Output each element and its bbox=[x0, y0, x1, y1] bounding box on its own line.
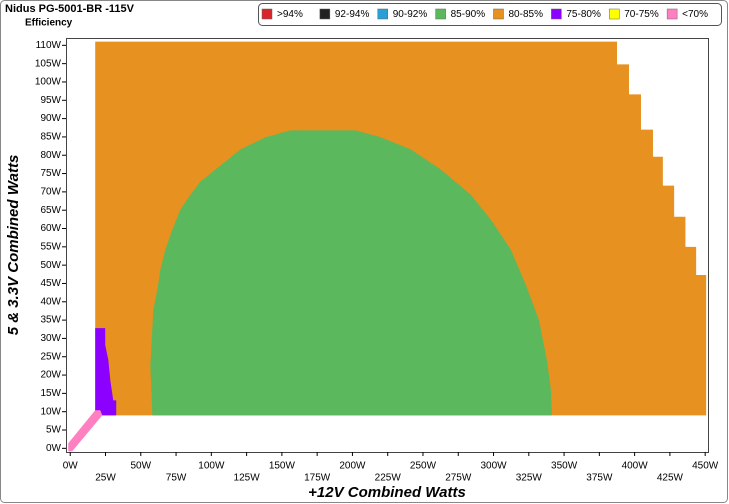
x-tick-label: 75W bbox=[166, 473, 187, 484]
x-tick-label: 300W bbox=[480, 461, 507, 472]
legend-swatch bbox=[493, 8, 504, 20]
x-tick-label: 0W bbox=[63, 461, 79, 472]
x-tick-label: 150W bbox=[269, 461, 296, 472]
plot-area: 0W 5W 10W 15W 20W 25W 30W 35W 40W 45W 50W 55W 60W 65W… bbox=[35, 38, 719, 484]
y-tick-label: 90W bbox=[40, 113, 61, 124]
y-tick-label: 65W bbox=[40, 205, 61, 216]
legend-label: 92-94% bbox=[335, 9, 370, 20]
legend-swatch bbox=[666, 8, 678, 20]
x-tick-label: 25W bbox=[95, 473, 116, 484]
y-tick-label: 10W bbox=[40, 406, 61, 417]
y-tick-label: 25W bbox=[40, 351, 61, 362]
y-tick-label: 20W bbox=[40, 370, 61, 381]
x-tick-label: 175W bbox=[304, 473, 331, 484]
legend-swatch bbox=[261, 8, 273, 20]
legend-swatch bbox=[319, 8, 331, 20]
y-tick-label: 35W bbox=[40, 315, 61, 326]
y-tick-label: 105W bbox=[35, 58, 62, 69]
y-tick-label: 30W bbox=[40, 333, 61, 344]
legend-label: <70% bbox=[682, 9, 708, 20]
x-tick-label: 125W bbox=[234, 473, 261, 484]
y-tick-label: 70W bbox=[40, 187, 61, 198]
y-tick-label: 0W bbox=[46, 443, 62, 454]
x-tick-label: 50W bbox=[131, 461, 152, 472]
legend-box bbox=[258, 3, 722, 26]
x-tick-label: 275W bbox=[445, 473, 472, 484]
y-tick-label: 40W bbox=[40, 296, 61, 307]
legend-label: >94% bbox=[277, 9, 303, 20]
legend-label: 70-75% bbox=[624, 9, 659, 20]
x-tick-label: 250W bbox=[410, 461, 437, 472]
legend-swatch bbox=[551, 8, 562, 20]
x-tick-label: 350W bbox=[551, 461, 578, 472]
legend-label: 90-92% bbox=[393, 9, 428, 20]
y-tick-label: 110W bbox=[36, 40, 62, 51]
y-axis-label: 5 & 3.3V Combined Watts bbox=[5, 155, 22, 336]
x-tick-label: 400W bbox=[622, 461, 649, 472]
legend: >94% 92-94% 90-92% 85-90% 80-85% 75-80% 70-75%… bbox=[261, 8, 708, 20]
y-tick-label: 95W bbox=[40, 95, 61, 106]
x-tick-label: 200W bbox=[339, 461, 366, 472]
x-axis-label: +12V Combined Watts bbox=[308, 484, 466, 501]
legend-swatch bbox=[435, 8, 446, 20]
y-tick-label: 45W bbox=[40, 278, 61, 289]
x-tick-label: 425W bbox=[657, 473, 684, 484]
efficiency-region bbox=[150, 130, 552, 416]
chart-title: Nidus PG-5001-BR -115V bbox=[5, 3, 135, 15]
legend-label: 75-80% bbox=[566, 9, 601, 20]
legend-label: 80-85% bbox=[509, 9, 544, 20]
y-tick-label: 60W bbox=[40, 223, 61, 234]
legend-label: 85-90% bbox=[451, 9, 486, 20]
efficiency-region bbox=[68, 410, 103, 452]
efficiency-region bbox=[95, 328, 117, 416]
y-tick-label: 100W bbox=[35, 77, 62, 88]
x-tick-label: 325W bbox=[516, 473, 543, 484]
legend-swatch bbox=[377, 8, 388, 20]
x-tick-label: 100W bbox=[198, 461, 225, 472]
y-tick-label: 55W bbox=[40, 241, 61, 252]
x-tick-label: 450W bbox=[692, 461, 719, 472]
x-tick-label: 225W bbox=[375, 473, 402, 484]
y-tick-label: 75W bbox=[40, 168, 61, 179]
y-tick-label: 85W bbox=[40, 132, 61, 143]
legend-swatch bbox=[609, 8, 620, 20]
chart-subtitle: Efficiency bbox=[25, 18, 73, 29]
x-tick-label: 375W bbox=[586, 473, 613, 484]
y-tick-label: 50W bbox=[40, 260, 61, 271]
y-tick-label: 5W bbox=[46, 425, 62, 436]
y-tick-label: 80W bbox=[40, 150, 61, 161]
y-tick-label: 15W bbox=[40, 388, 61, 399]
